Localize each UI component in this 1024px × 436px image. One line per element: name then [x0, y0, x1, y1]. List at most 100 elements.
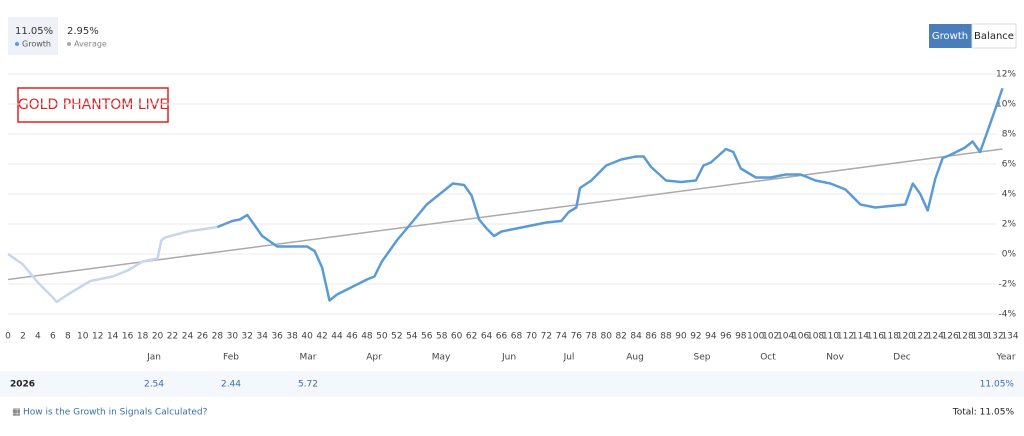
x-tick-label: 128 — [957, 332, 974, 342]
column-label: Mar — [300, 353, 317, 363]
x-tick-label: 116 — [867, 332, 884, 342]
growth-tab[interactable] — [8, 17, 58, 55]
y-tick-label: -4% — [998, 310, 1016, 320]
x-tick-label: 0 — [5, 332, 11, 342]
column-label: May — [432, 353, 451, 363]
x-tick-label: 50 — [376, 332, 388, 342]
x-tick-label: 62 — [466, 332, 477, 342]
x-tick-label: 40 — [301, 332, 313, 342]
column-label: Nov — [826, 353, 844, 363]
x-tick-label: 6 — [50, 332, 56, 342]
y-tick-label: 0% — [1002, 250, 1017, 260]
x-tick-label: 108 — [807, 332, 824, 342]
growth-dot — [15, 42, 19, 46]
x-tick-label: 4 — [35, 332, 41, 342]
table-row-bg — [0, 371, 1024, 397]
y-tick-label: 2% — [1002, 220, 1017, 230]
x-tick-label: 134 — [1001, 332, 1018, 342]
x-tick-label: 56 — [421, 332, 433, 342]
x-tick-label: 22 — [167, 332, 178, 342]
x-tick-label: 82 — [615, 332, 626, 342]
annotation-box — [17, 87, 169, 123]
x-tick-label: 110 — [822, 332, 839, 342]
x-tick-label: 84 — [630, 332, 642, 342]
x-tick-label: 124 — [927, 332, 944, 342]
y-tick-label: 10% — [996, 100, 1016, 110]
x-tick-label: 54 — [406, 332, 418, 342]
x-tick-label: 80 — [600, 332, 612, 342]
y-tick-label: 8% — [1002, 130, 1017, 140]
x-tick-label: 130 — [971, 332, 988, 342]
x-tick-label: 86 — [645, 332, 657, 342]
x-tick-label: 20 — [152, 332, 164, 342]
average-line — [7, 148, 1003, 281]
x-tick-label: 98 — [735, 332, 747, 342]
growth-button[interactable] — [929, 24, 972, 48]
column-label: Sep — [694, 353, 711, 363]
x-tick-label: 114 — [852, 332, 869, 342]
x-tick-label: 74 — [556, 332, 568, 342]
x-tick-label: 52 — [391, 332, 402, 342]
y-tick-label: 6% — [1002, 160, 1017, 170]
x-tick-label: 120 — [897, 332, 914, 342]
column-label: Jan — [146, 353, 161, 363]
x-tick-label: 76 — [571, 332, 583, 342]
x-tick-label: 66 — [496, 332, 508, 342]
x-tick-label: 36 — [271, 332, 283, 342]
x-tick-label: 8 — [65, 332, 71, 342]
average-label: Average — [74, 40, 107, 49]
x-tick-label: 78 — [586, 332, 598, 342]
x-tick-label: 118 — [882, 332, 899, 342]
column-label: Dec — [893, 353, 910, 363]
x-tick-label: 90 — [675, 332, 687, 342]
x-tick-label: 28 — [212, 332, 224, 342]
footer-link[interactable]: How is the Growth in Signals Calculated? — [23, 408, 208, 418]
x-tick-label: 104 — [777, 332, 794, 342]
column-label: Feb — [223, 353, 239, 363]
x-tick-label: 30 — [227, 332, 239, 342]
x-tick-label: 64 — [481, 332, 493, 342]
x-tick-label: 58 — [436, 332, 448, 342]
x-tick-label: 94 — [705, 332, 717, 342]
growth-button-label: Growth — [932, 31, 968, 42]
x-tick-label: 38 — [286, 332, 298, 342]
average-dot — [67, 42, 71, 46]
y-tick-label: -2% — [998, 280, 1016, 290]
x-tick-label: 122 — [912, 332, 929, 342]
x-tick-label: 34 — [257, 332, 269, 342]
x-tick-label: 26 — [197, 332, 209, 342]
column-label: Apr — [366, 353, 382, 363]
x-tick-label: 100 — [747, 332, 764, 342]
x-tick-label: 132 — [986, 332, 1003, 342]
average-value: 2.95% — [67, 26, 99, 37]
x-tick-label: 106 — [792, 332, 809, 342]
x-tick-label: 14 — [107, 332, 119, 342]
cell: 5.72 — [298, 380, 318, 390]
cell: 2.54 — [144, 380, 164, 390]
x-tick-label: 48 — [361, 332, 373, 342]
x-tick-label: 12 — [92, 332, 103, 342]
x-tick-label: 70 — [526, 332, 538, 342]
footer-total: Total: 11.05% — [952, 408, 1015, 418]
row-label: 2026 — [10, 380, 35, 390]
y-tick-label: 12% — [996, 70, 1016, 80]
x-tick-label: 102 — [762, 332, 779, 342]
column-label: Year — [995, 353, 1015, 363]
x-tick-label: 2 — [20, 332, 26, 342]
growth-line — [7, 87, 1004, 304]
x-tick-label: 112 — [837, 332, 854, 342]
column-label: Jun — [501, 353, 516, 363]
cell: 11.05% — [980, 380, 1015, 390]
footer-icon: ▦ — [12, 408, 21, 418]
x-tick-label: 88 — [660, 332, 672, 342]
x-tick-label: 32 — [242, 332, 253, 342]
column-label: Oct — [760, 353, 776, 363]
x-tick-label: 18 — [137, 332, 149, 342]
annotation: GOLD PHANTOM LIVE — [18, 97, 168, 113]
x-tick-label: 24 — [182, 332, 194, 342]
balance-button[interactable] — [971, 23, 1017, 49]
growth-value: 11.05% — [15, 26, 53, 37]
x-tick-label: 72 — [541, 332, 552, 342]
x-tick-label: 68 — [511, 332, 523, 342]
